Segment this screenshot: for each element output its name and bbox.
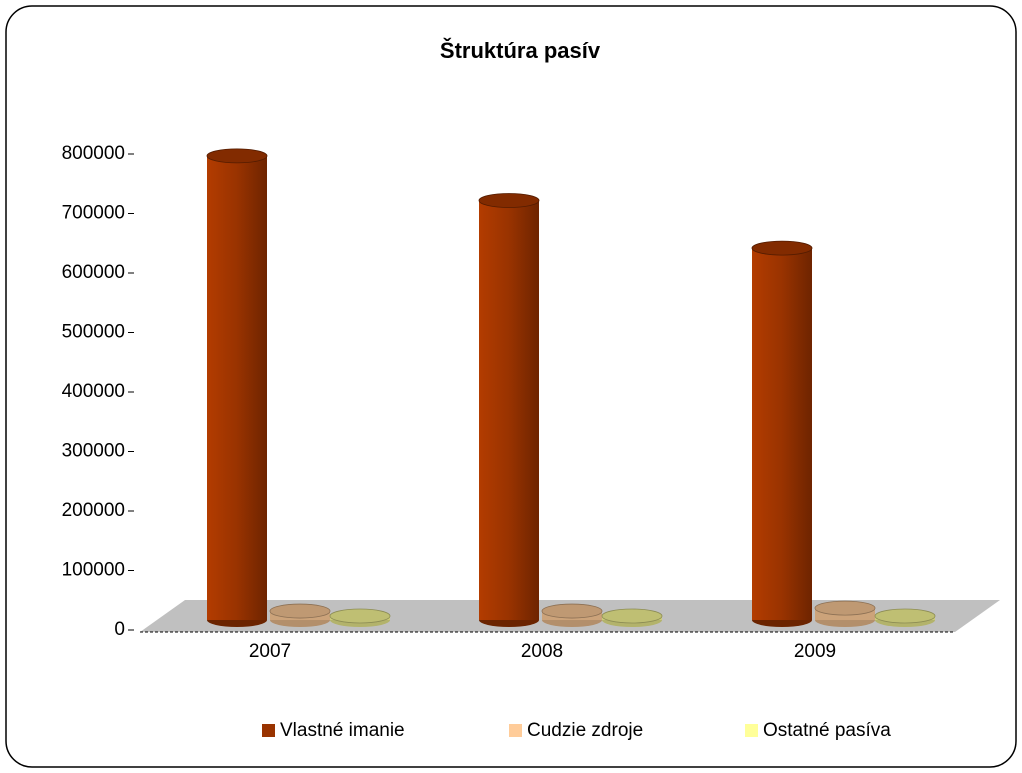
bar-top (329, 608, 391, 624)
y-tick-label: 0 (114, 619, 125, 640)
y-tick-label: 800000 (62, 143, 125, 164)
legend-swatch (509, 724, 522, 737)
bar-top (206, 148, 268, 164)
y-tick-label: 700000 (62, 203, 125, 224)
x-tick-label: 2009 (794, 641, 836, 662)
bar (479, 200, 539, 620)
bar-top (814, 600, 876, 616)
bar (207, 155, 267, 620)
legend-label: Vlastné imanie (280, 720, 405, 741)
bar-top (751, 240, 813, 256)
x-tick-label: 2008 (521, 641, 563, 662)
legend-label: Ostatné pasíva (763, 720, 891, 741)
bar-top (601, 608, 663, 624)
y-tick-label: 600000 (62, 262, 125, 283)
bar-top (478, 193, 540, 208)
bar (752, 248, 812, 620)
y-tick-label: 400000 (62, 381, 125, 402)
bar-top (269, 603, 331, 619)
y-tick-label: 200000 (62, 500, 125, 521)
y-tick-label: 100000 (62, 560, 125, 581)
x-tick-label: 2007 (249, 641, 291, 662)
bar-top (874, 608, 936, 624)
legend-swatch (745, 724, 758, 737)
legend-label: Cudzie zdroje (527, 720, 643, 741)
y-tick-label: 300000 (62, 441, 125, 462)
bar-top (541, 603, 603, 619)
legend-swatch (262, 724, 275, 737)
chart-title: Štruktúra pasív (440, 38, 601, 63)
y-tick-label: 500000 (62, 322, 125, 343)
